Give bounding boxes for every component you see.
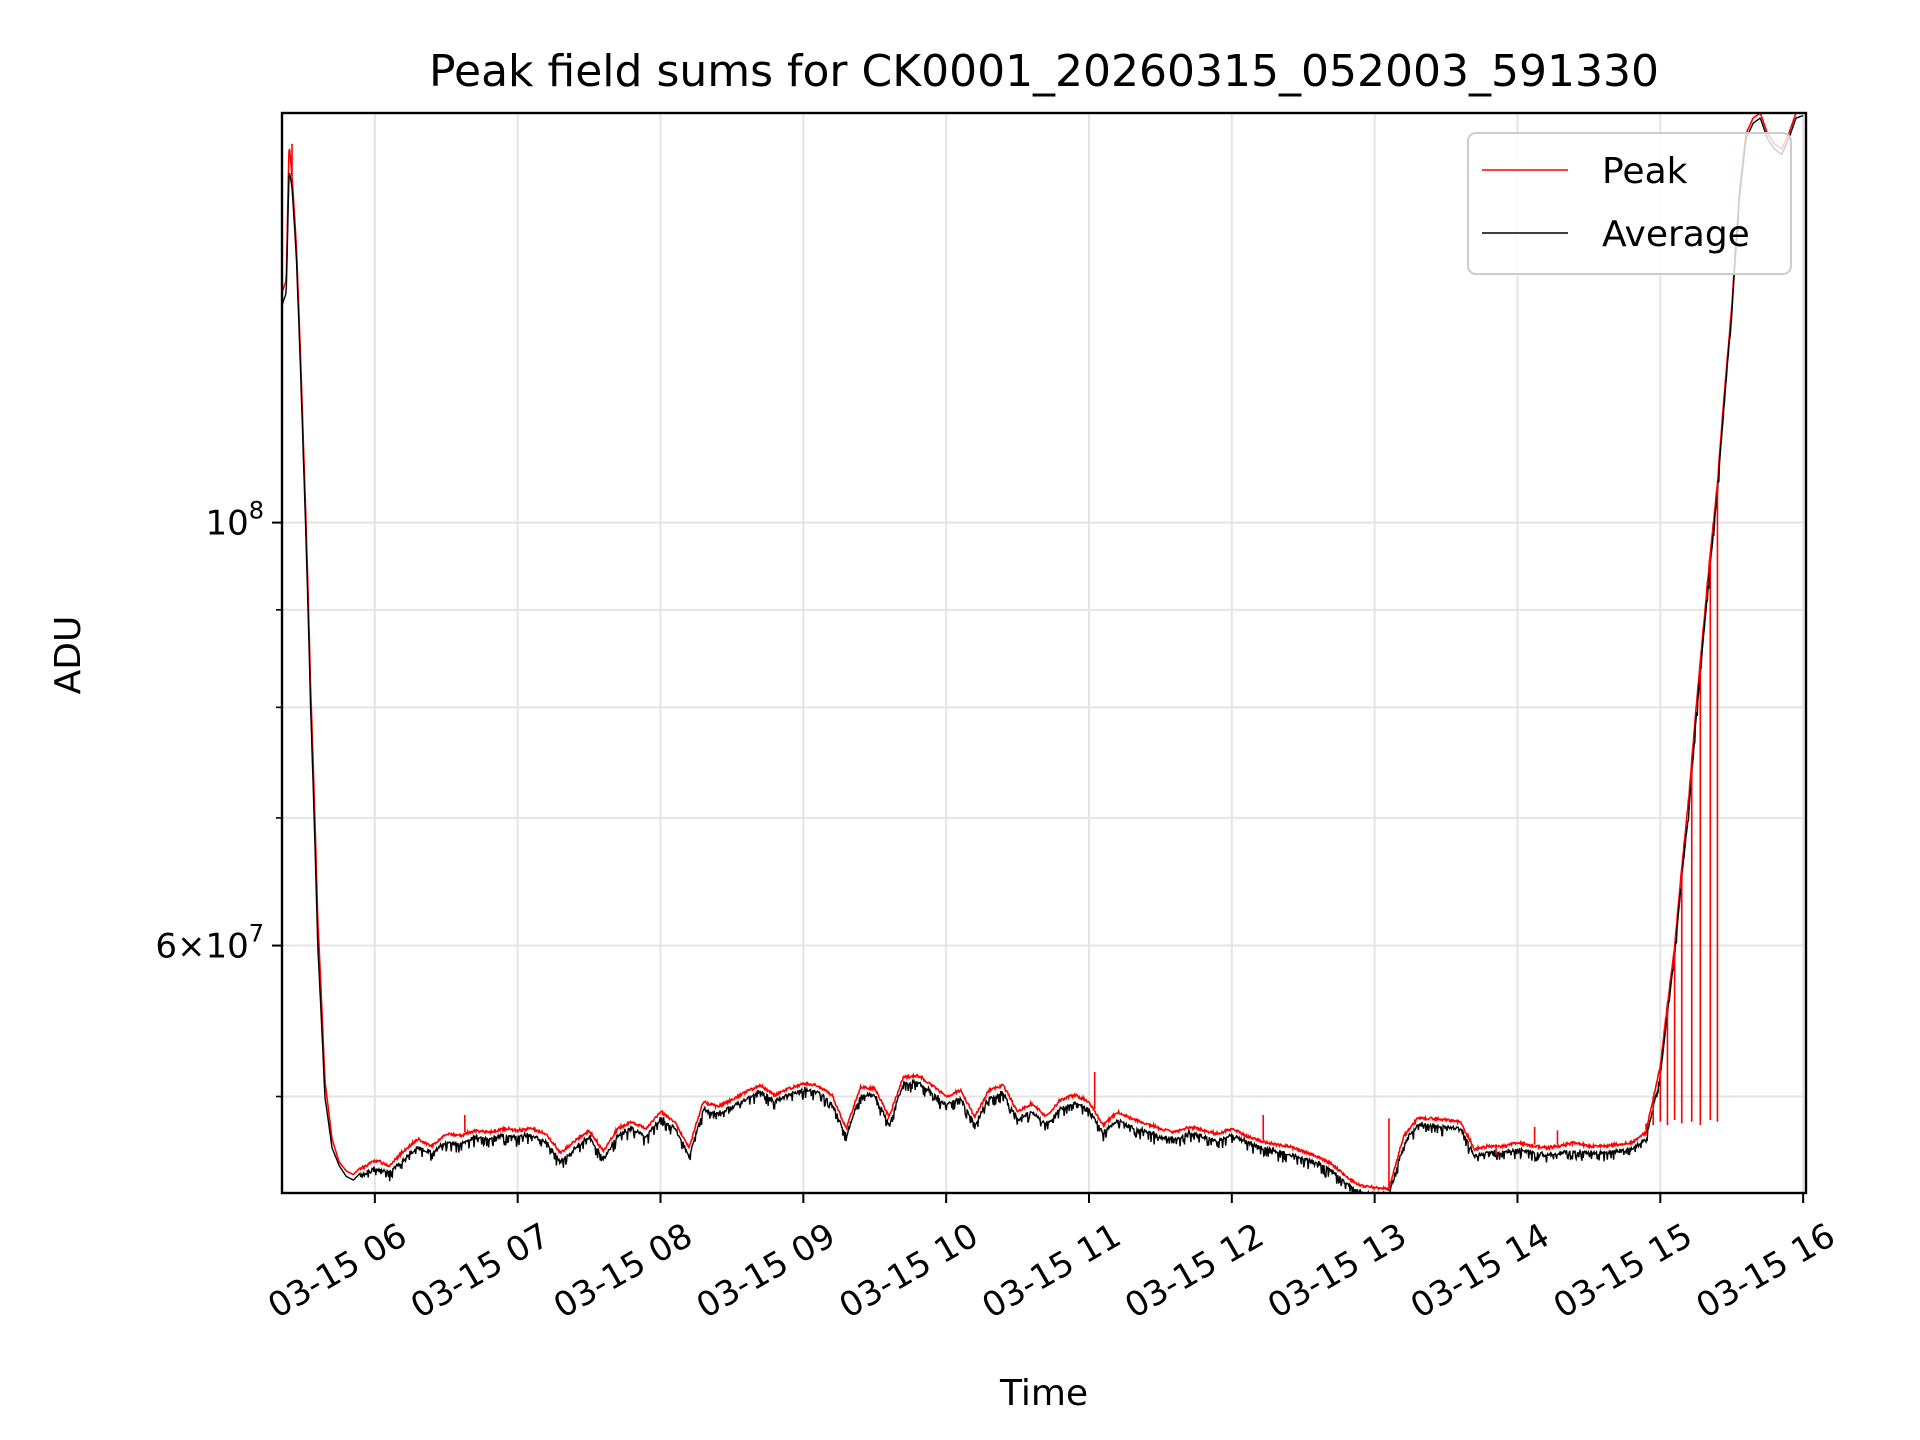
series-line-average (282, 114, 1804, 1193)
y-axis-label: ADU (48, 616, 89, 695)
series-line-peak (282, 113, 1804, 1191)
y-tick-label: 108 (205, 497, 264, 544)
y-axis: 108 6×107 (155, 497, 282, 1098)
legend-box (1467, 132, 1792, 275)
x-axis-label: Time (999, 1373, 1088, 1414)
grid (282, 113, 1806, 1193)
y-tick-label: 6×107 (155, 920, 264, 967)
legend-average-label: Average (1602, 214, 1750, 255)
plot-frame (280, 111, 1808, 1195)
legend-peak-label: Peak (1602, 151, 1688, 192)
legend: Peak Average (1467, 132, 1792, 275)
chart-title: Peak field sums for CK0001_20260315_0520… (429, 46, 1659, 97)
series-layer (282, 113, 1804, 1193)
